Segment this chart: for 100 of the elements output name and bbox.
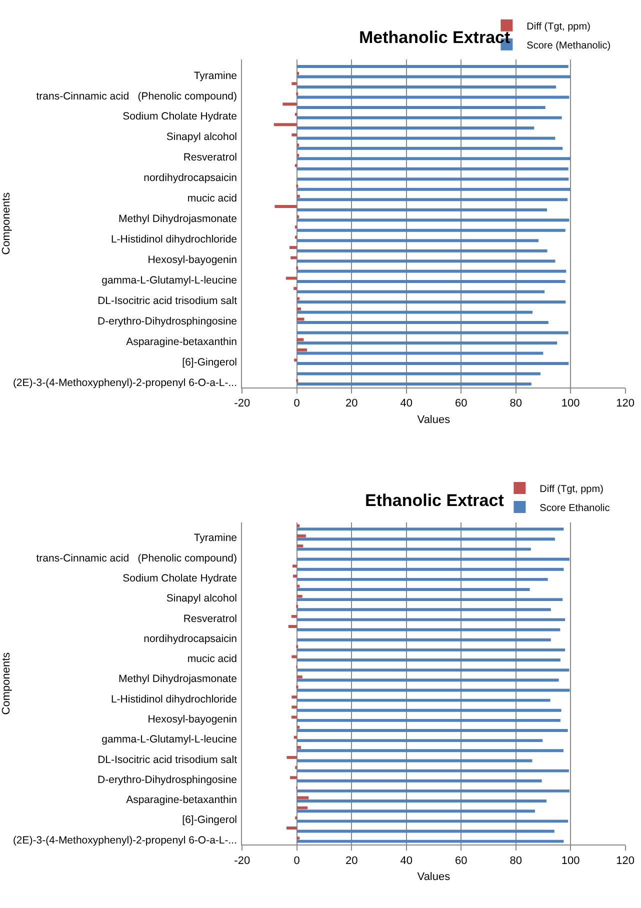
bar (288, 625, 297, 628)
y-tick-label: mucic acid (187, 653, 238, 666)
x-tick-label: 120 (616, 854, 634, 867)
x-tick-label: -20 (234, 854, 250, 867)
bar (296, 810, 535, 813)
bar (296, 341, 558, 344)
bar (294, 226, 298, 229)
y-tick-label: Sinapyl alcohol (166, 592, 238, 605)
bar (296, 628, 560, 632)
x-axis-title: Values (417, 414, 451, 426)
x-tick-label: 20 (345, 854, 358, 867)
bar (282, 102, 297, 106)
bar (296, 157, 570, 160)
bar (274, 205, 297, 208)
bar (296, 96, 570, 99)
bar (296, 528, 564, 531)
bar (296, 806, 308, 810)
bar (296, 708, 562, 712)
bar (296, 116, 562, 120)
bar (293, 574, 297, 578)
bar (296, 144, 300, 147)
bar (292, 706, 297, 709)
bar (296, 146, 563, 150)
bar (292, 655, 297, 658)
y-tick-label: Sinapyl alcohol (166, 131, 238, 144)
bar (296, 779, 542, 782)
bar (296, 618, 566, 622)
bar (296, 338, 304, 342)
bar (296, 352, 544, 355)
bar (296, 218, 570, 222)
x-axis-title: Values (417, 871, 451, 884)
y-axis-title: Components (0, 192, 13, 255)
bar (286, 276, 297, 280)
bar (296, 270, 566, 273)
y-tick-label: Sodium Cholate Hydrate (122, 110, 238, 123)
y-tick-label: Resveratrol (183, 152, 238, 164)
y-tick-label: L-Histidinol dihydrochloride (110, 234, 238, 246)
bar (296, 800, 546, 802)
x-tick-label: 80 (510, 398, 522, 410)
x-tick-label: 120 (616, 398, 634, 410)
bar (296, 307, 301, 310)
y-tick-label: Tyramine (194, 532, 238, 544)
bar (296, 280, 566, 284)
y-tick-label: Hexosyl-bayogenin (148, 713, 238, 726)
bar (294, 236, 298, 239)
bar (296, 648, 566, 652)
bar (296, 749, 564, 752)
chart-title: Ethanolic Extract (365, 491, 504, 510)
bar (296, 208, 548, 212)
x-tick-label: 0 (294, 854, 300, 867)
bar (296, 789, 570, 792)
x-tick-label: 60 (454, 398, 468, 410)
y-tick-label: gamma-L-Glutamyl-L-leucine (102, 734, 238, 746)
bar (290, 256, 297, 260)
bar (296, 331, 568, 334)
y-tick-label: D-erythro-Dihydrosphingosine (98, 316, 238, 328)
legend-label: Diff (Tgt, ppm) (540, 484, 604, 495)
x-tick-label: 100 (561, 854, 580, 867)
bar (296, 382, 532, 386)
y-tick-label: D-erythro-Dihydrosphingosine (98, 774, 238, 786)
bar (296, 72, 300, 75)
y-tick-label: DL-Isocitric acid trisodium salt (98, 295, 238, 308)
bar (296, 739, 543, 742)
y-tick-label: Asparagine-betaxanthin (126, 336, 238, 348)
bar (291, 614, 297, 618)
bar (296, 608, 551, 612)
bar (296, 297, 300, 300)
y-tick-label: mucic acid (187, 192, 238, 205)
x-tick-label: 20 (345, 398, 358, 410)
bar (292, 696, 297, 698)
y-tick-label: (2E)-3-(4-Methoxyphenyl)-2-propenyl 6-O-a-L-... (12, 376, 238, 389)
x-tick-label: 0 (294, 398, 300, 410)
bar (296, 840, 564, 843)
y-tick-label: Resveratrol (183, 612, 238, 625)
bar (296, 688, 570, 692)
bar (296, 820, 568, 823)
bar (296, 260, 556, 263)
bar (296, 362, 569, 365)
y-tick-label: [6]-Gingerol (182, 814, 238, 826)
bar (286, 756, 297, 759)
bar (296, 678, 559, 682)
y-tick-label: [6]-Gingerol (182, 356, 238, 368)
y-tick-label: nordihydrocapsaicin (144, 632, 238, 645)
bar (296, 534, 306, 538)
bar (296, 594, 302, 598)
bar (296, 136, 556, 140)
bar (296, 578, 548, 581)
bar (296, 86, 556, 88)
x-tick-label: 80 (510, 854, 522, 867)
y-tick-label: trans-Cinnamic acid (Phenolic compound) (36, 90, 238, 102)
x-tick-label: 40 (400, 854, 412, 867)
legend-label: Diff (Tgt, ppm) (526, 21, 590, 32)
y-tick-label: Methyl Dihydrojasmonate (118, 213, 238, 226)
y-tick-label: nordihydrocapsaicin (144, 172, 238, 184)
bar (296, 348, 307, 352)
x-tick-label: -20 (234, 398, 250, 410)
x-tick-label: 60 (454, 854, 468, 867)
bar (294, 286, 297, 290)
bar (294, 736, 297, 739)
bar (296, 290, 545, 294)
